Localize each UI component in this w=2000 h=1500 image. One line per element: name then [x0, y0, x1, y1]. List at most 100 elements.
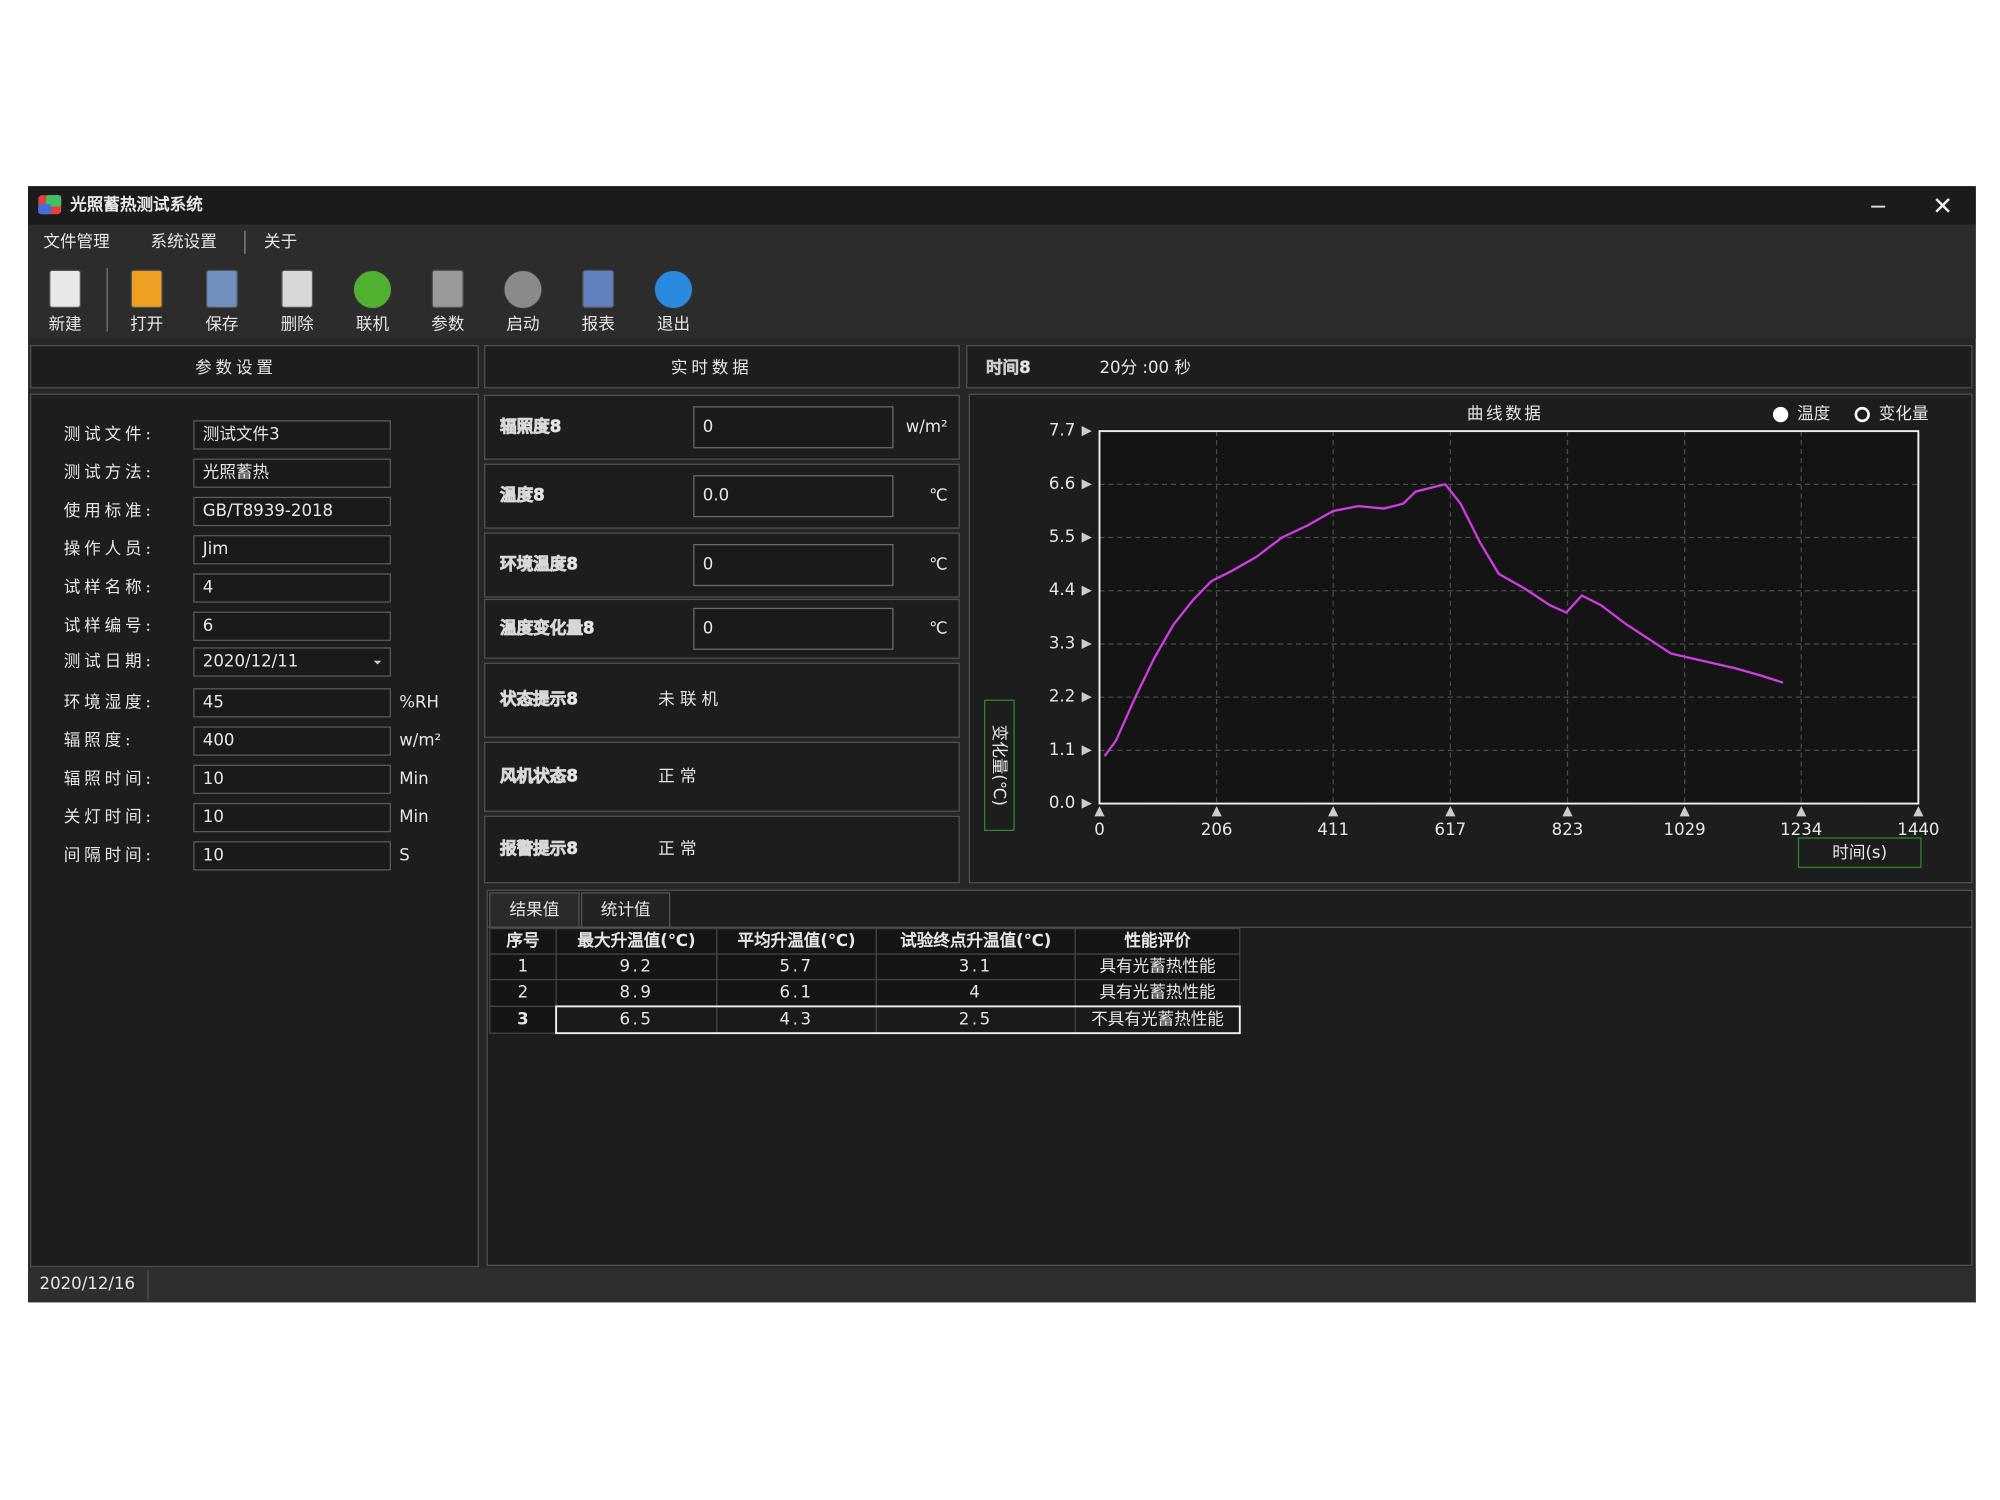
- table-cell[interactable]: [555, 1005, 718, 1034]
- toolbar-label[interactable]: 参数: [431, 315, 465, 334]
- tab[interactable]: [580, 892, 671, 928]
- tab-label[interactable]: 统计值: [601, 900, 651, 919]
- field-input[interactable]: [193, 647, 391, 677]
- cell-text[interactable]: 4.3: [780, 1009, 814, 1028]
- toolbar-icon[interactable]: [205, 269, 238, 309]
- cell-text[interactable]: 6.1: [780, 982, 814, 1001]
- x-tick-label: 1234: [1780, 820, 1822, 839]
- menu-item[interactable]: 关于: [264, 232, 297, 251]
- toolbar-icon[interactable]: [582, 269, 615, 309]
- reading-input: [693, 544, 894, 587]
- field-value[interactable]: 10: [203, 807, 224, 826]
- legend-radio[interactable]: [1854, 406, 1870, 423]
- table-cell[interactable]: [716, 953, 877, 981]
- x-tick-label: 823: [1552, 820, 1584, 839]
- field-input[interactable]: [193, 764, 391, 795]
- table-cell[interactable]: [555, 953, 718, 981]
- table-cell[interactable]: [1074, 1005, 1241, 1034]
- toolbar-label[interactable]: 退出: [657, 315, 690, 334]
- reading-unit: ℃: [929, 555, 948, 574]
- cell-text[interactable]: 具有光蓄热性能: [1099, 982, 1215, 1001]
- field-input[interactable]: [193, 688, 391, 718]
- toolbar-icon[interactable]: [503, 269, 543, 310]
- toolbar-icon[interactable]: [653, 269, 694, 310]
- field-value[interactable]: 光照蓄热: [203, 463, 270, 482]
- field-value[interactable]: 10: [203, 845, 224, 864]
- cell-text[interactable]: 不具有光蓄热性能: [1091, 1009, 1224, 1028]
- field-input[interactable]: [193, 726, 391, 756]
- y-tick: [1081, 585, 1092, 596]
- field-value[interactable]: 45: [203, 692, 224, 711]
- field-input[interactable]: [193, 802, 391, 833]
- status-label: 状态提示8: [500, 689, 578, 709]
- cell-text[interactable]: 2.5: [959, 1009, 993, 1028]
- table-cell[interactable]: [716, 1005, 877, 1034]
- field-value[interactable]: 2020/12/11: [203, 651, 299, 670]
- data-line: [1103, 483, 1784, 757]
- field-input[interactable]: [193, 611, 391, 641]
- title-bar: [28, 186, 1976, 225]
- toolbar-icon[interactable]: [281, 269, 314, 309]
- toolbar-label[interactable]: 新建: [48, 315, 81, 334]
- tab[interactable]: [489, 892, 580, 928]
- field-value[interactable]: 测试文件3: [203, 424, 280, 443]
- table-cell[interactable]: [1074, 953, 1241, 981]
- table-cell[interactable]: [489, 953, 557, 981]
- field-input[interactable]: [193, 841, 391, 871]
- window-title: 光照蓄热测试系统: [69, 194, 203, 214]
- cell-text[interactable]: 6.5: [619, 1009, 653, 1028]
- toolbar-label[interactable]: 启动: [506, 315, 539, 334]
- table-cell[interactable]: [875, 978, 1076, 1008]
- legend-label[interactable]: 温度: [1797, 404, 1830, 423]
- menu-item[interactable]: 文件管理: [43, 232, 110, 251]
- tab-label[interactable]: 结果值: [510, 900, 560, 919]
- field-value[interactable]: Jim: [202, 539, 229, 558]
- table-cell[interactable]: [1074, 978, 1241, 1008]
- y-axis-label: 变化量(℃): [990, 725, 1009, 806]
- toolbar-icon[interactable]: [352, 269, 393, 310]
- field-value[interactable]: 6: [203, 616, 214, 635]
- cell-text[interactable]: 具有光蓄热性能: [1099, 956, 1215, 975]
- cell-text[interactable]: 8.9: [619, 982, 653, 1001]
- field-value[interactable]: 400: [203, 731, 235, 750]
- table-cell[interactable]: [875, 1005, 1076, 1034]
- cell-text[interactable]: 5.7: [780, 956, 814, 975]
- field-input[interactable]: [193, 420, 391, 450]
- field-input[interactable]: [193, 535, 391, 565]
- toolbar-label[interactable]: 联机: [356, 315, 390, 334]
- cell-text[interactable]: 1: [518, 956, 529, 975]
- selection-outline: [555, 1005, 1241, 1035]
- field-value[interactable]: 4: [203, 578, 214, 597]
- legend-radio[interactable]: [1772, 406, 1789, 423]
- x-axis-label: 时间(s): [1832, 843, 1887, 862]
- toolbar-label[interactable]: 保存: [205, 315, 238, 334]
- field-label: 试样名称:: [64, 578, 155, 597]
- toolbar-icon[interactable]: [431, 269, 464, 309]
- toolbar-icon[interactable]: [49, 269, 81, 309]
- app-icon-part: [38, 204, 52, 215]
- close-button[interactable]: [1935, 198, 1950, 213]
- cell-text[interactable]: 3: [517, 1009, 529, 1028]
- toolbar-icon[interactable]: [130, 269, 163, 309]
- table-cell[interactable]: [555, 978, 718, 1008]
- field-value[interactable]: GB/T8939-2018: [203, 501, 333, 520]
- header-text: 试验终点升温值(℃): [900, 930, 1051, 950]
- toolbar-label[interactable]: 打开: [130, 315, 163, 334]
- status-label: 风机状态8: [500, 765, 578, 785]
- cell-text[interactable]: 2: [518, 982, 529, 1001]
- reading-label: 温度8: [500, 485, 545, 505]
- dropdown-arrow[interactable]: [373, 660, 382, 665]
- legend-label[interactable]: 变化量: [1879, 404, 1929, 423]
- field-value[interactable]: 10: [203, 769, 224, 788]
- header-cell: [1074, 927, 1241, 955]
- field-input[interactable]: [193, 573, 391, 603]
- toolbar-label[interactable]: 删除: [281, 315, 315, 334]
- x-label-box: [1797, 837, 1922, 868]
- menu-item[interactable]: 系统设置: [151, 232, 217, 251]
- cell-text[interactable]: 9.2: [619, 956, 653, 975]
- cell-text[interactable]: 3.1: [959, 956, 993, 975]
- field-input[interactable]: [193, 458, 391, 488]
- field-input[interactable]: [193, 496, 391, 527]
- toolbar-label[interactable]: 报表: [582, 315, 616, 334]
- cell-text[interactable]: 4: [969, 982, 982, 1001]
